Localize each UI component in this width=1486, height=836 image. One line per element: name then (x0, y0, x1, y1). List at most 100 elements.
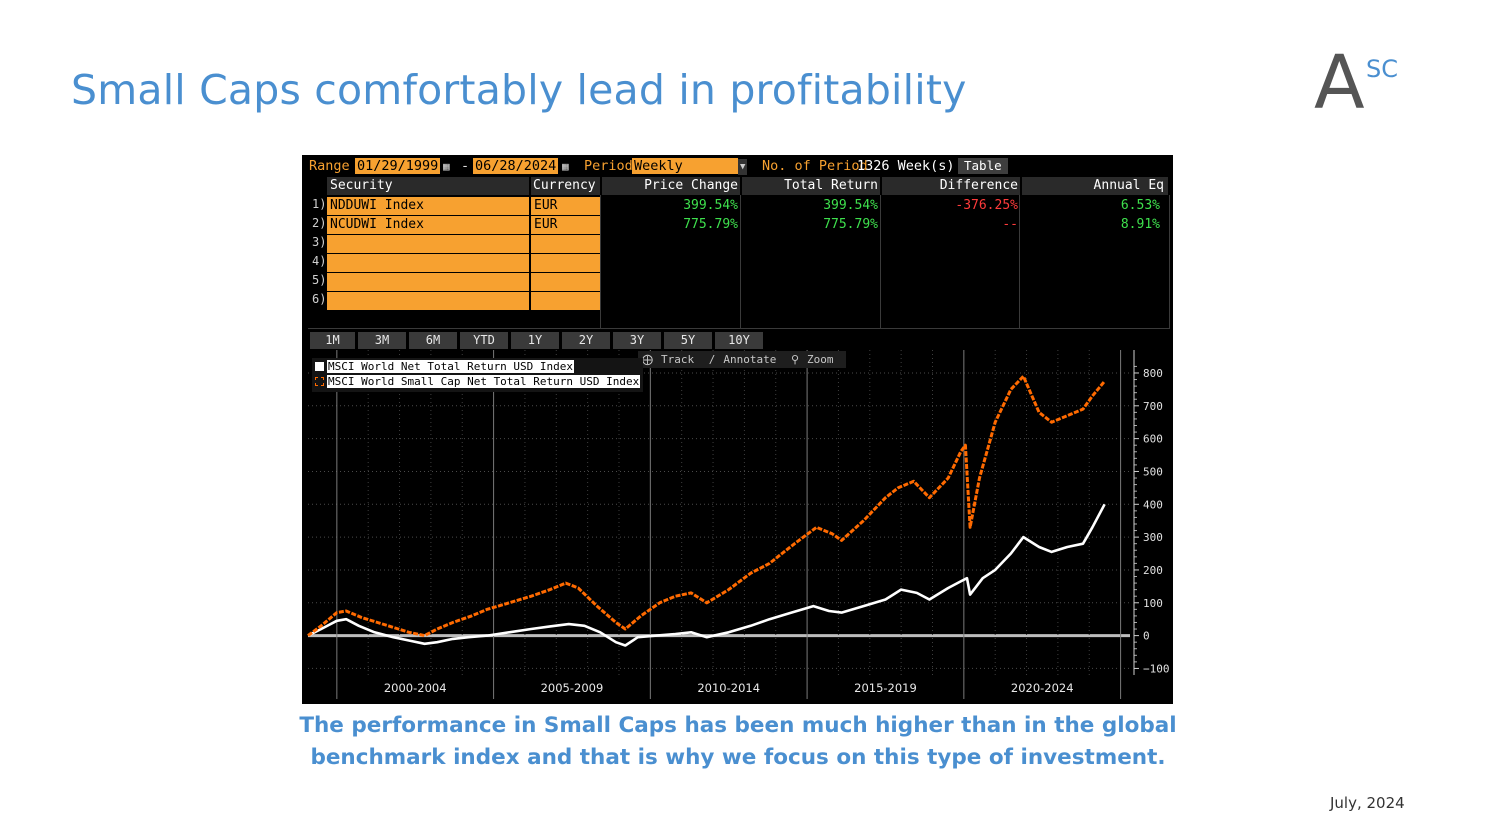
range-button-1y[interactable]: 1Y (511, 332, 559, 349)
zoom-tool[interactable]: Zoom (807, 353, 834, 366)
legend-label: MSCI World Net Total Return USD Index (327, 360, 575, 373)
magnifier-icon: ⚲ (790, 353, 800, 366)
col-header-currency: Currency (531, 177, 600, 195)
period-select[interactable]: Weekly (632, 158, 738, 174)
start-date-field[interactable]: 01/29/1999 (355, 158, 441, 174)
num-periods-value: 1326 Week(s) (857, 158, 955, 174)
terminal-toolbar: Range 01/29/1999 ▦ - 06/28/2024 ▦ Period… (302, 155, 1173, 177)
legend-item[interactable]: MSCI World Small Cap Net Total Return US… (315, 375, 641, 390)
chart-tools-bar: ⨁ Track ∕ Annotate ⚲ Zoom (638, 351, 846, 368)
returns-table: Security Currency Price Change Total Ret… (302, 177, 1173, 331)
total-return-value: 775.79% (823, 217, 878, 232)
currency-cell[interactable] (531, 292, 600, 310)
row-number: 1) (312, 197, 327, 211)
num-periods-label: No. of Period (762, 158, 868, 174)
world-series-line (307, 503, 1106, 647)
x-tick-label: 2000-2004 (384, 681, 447, 695)
currency-cell[interactable]: EUR (531, 197, 600, 215)
x-tick-label: 2010-2014 (697, 681, 760, 695)
calendar-icon[interactable]: ▦ (443, 160, 450, 173)
y-tick-label: 600 (1143, 433, 1163, 446)
row-number: 3) (312, 235, 327, 249)
bloomberg-terminal-panel: Range 01/29/1999 ▦ - 06/28/2024 ▦ Period… (302, 155, 1173, 704)
total-return-value: 399.54% (823, 198, 878, 213)
column-divider (1169, 195, 1170, 329)
row-number: 5) (312, 273, 327, 287)
range-button-6m[interactable]: 6M (409, 332, 457, 349)
annual-eq-value: 8.91% (1120, 217, 1160, 232)
track-tool[interactable]: Track (661, 353, 695, 366)
security-cell[interactable] (327, 292, 529, 310)
col-header-annual-eq: Annual Eq (1022, 177, 1168, 195)
logo-letter: A (1314, 40, 1365, 126)
range-button-10y[interactable]: 10Y (715, 332, 763, 349)
table-button[interactable]: Table (958, 158, 1008, 174)
performance-line-chart: −100 0 100 200 300 400 500 600 700 800 2000-2004 20… (307, 350, 1170, 699)
column-divider (740, 195, 741, 329)
price-change-value: 399.54% (683, 198, 738, 213)
table-bottom-border (308, 328, 1170, 329)
legend-label: MSCI World Small Cap Net Total Return US… (327, 375, 641, 388)
x-tick-label: 2020-2024 (1011, 681, 1074, 695)
range-button-1m[interactable]: 1M (310, 332, 355, 349)
y-tick-label: 100 (1143, 597, 1163, 610)
range-button-3y[interactable]: 3Y (613, 332, 661, 349)
difference-value: -376.25% (955, 198, 1018, 213)
column-divider (880, 195, 881, 329)
legend-swatch-small-cap (315, 377, 324, 386)
range-button-5y[interactable]: 5Y (664, 332, 712, 349)
annual-eq-value: 6.53% (1120, 198, 1160, 213)
col-header-difference: Difference (882, 177, 1020, 195)
x-tick-label: 2005-2009 (541, 681, 604, 695)
slide-title: Small Caps comfortably lead in profitabi… (71, 66, 967, 114)
period-label: Period (584, 158, 633, 174)
col-header-total-return: Total Return (742, 177, 880, 195)
end-date-field[interactable]: 06/28/2024 (473, 158, 559, 174)
calendar-icon[interactable]: ▦ (562, 160, 569, 173)
small-cap-series-line (307, 374, 1106, 638)
row-number: 6) (312, 292, 327, 306)
range-dash: - (461, 158, 470, 174)
price-change-value: 775.79% (683, 217, 738, 232)
crosshair-icon: ⨁ (642, 353, 653, 366)
slide-date: July, 2024 (1330, 794, 1405, 812)
currency-cell[interactable] (531, 235, 600, 253)
row-number: 2) (312, 216, 327, 230)
slide-caption: The performance in Small Caps has been m… (299, 713, 1177, 770)
range-button-2y[interactable]: 2Y (562, 332, 610, 349)
company-logo: A SC (1312, 46, 1402, 130)
difference-value: -- (1002, 217, 1018, 232)
y-tick-label: −100 (1143, 662, 1170, 675)
security-cell[interactable] (327, 235, 529, 253)
security-cell[interactable] (327, 273, 529, 291)
legend-swatch-world (315, 362, 324, 371)
col-header-price-change: Price Change (602, 177, 740, 195)
logo-superscript: SC (1366, 55, 1398, 83)
chevron-down-icon[interactable]: ▼ (738, 159, 748, 175)
column-divider (1019, 195, 1020, 329)
range-label: Range (309, 158, 350, 174)
range-button-ytd[interactable]: YTD (460, 332, 508, 349)
row-number: 4) (312, 254, 327, 268)
pencil-icon: ∕ (708, 353, 716, 366)
legend-item[interactable]: MSCI World Net Total Return USD Index (315, 360, 640, 375)
currency-cell[interactable] (531, 254, 600, 272)
security-cell[interactable]: NCUDWI Index (327, 216, 529, 234)
range-button-3m[interactable]: 3M (358, 332, 406, 349)
y-tick-label: 300 (1143, 531, 1163, 544)
security-cell[interactable]: NDDUWI Index (327, 197, 529, 215)
y-tick-label: 800 (1143, 367, 1163, 380)
col-header-security: Security (327, 177, 529, 195)
y-tick-label: 700 (1143, 400, 1163, 413)
security-cell[interactable] (327, 254, 529, 272)
y-tick-label: 0 (1143, 630, 1150, 643)
currency-cell[interactable]: EUR (531, 216, 600, 234)
annotate-tool[interactable]: Annotate (723, 353, 777, 366)
x-tick-label: 2015-2019 (854, 681, 917, 695)
y-tick-label: 200 (1143, 564, 1163, 577)
y-tick-label: 400 (1143, 498, 1163, 511)
currency-cell[interactable] (531, 273, 600, 291)
column-divider (600, 195, 601, 329)
y-tick-label: 500 (1143, 465, 1163, 478)
chart-legend: MSCI World Net Total Return USD Index MS… (312, 358, 644, 392)
